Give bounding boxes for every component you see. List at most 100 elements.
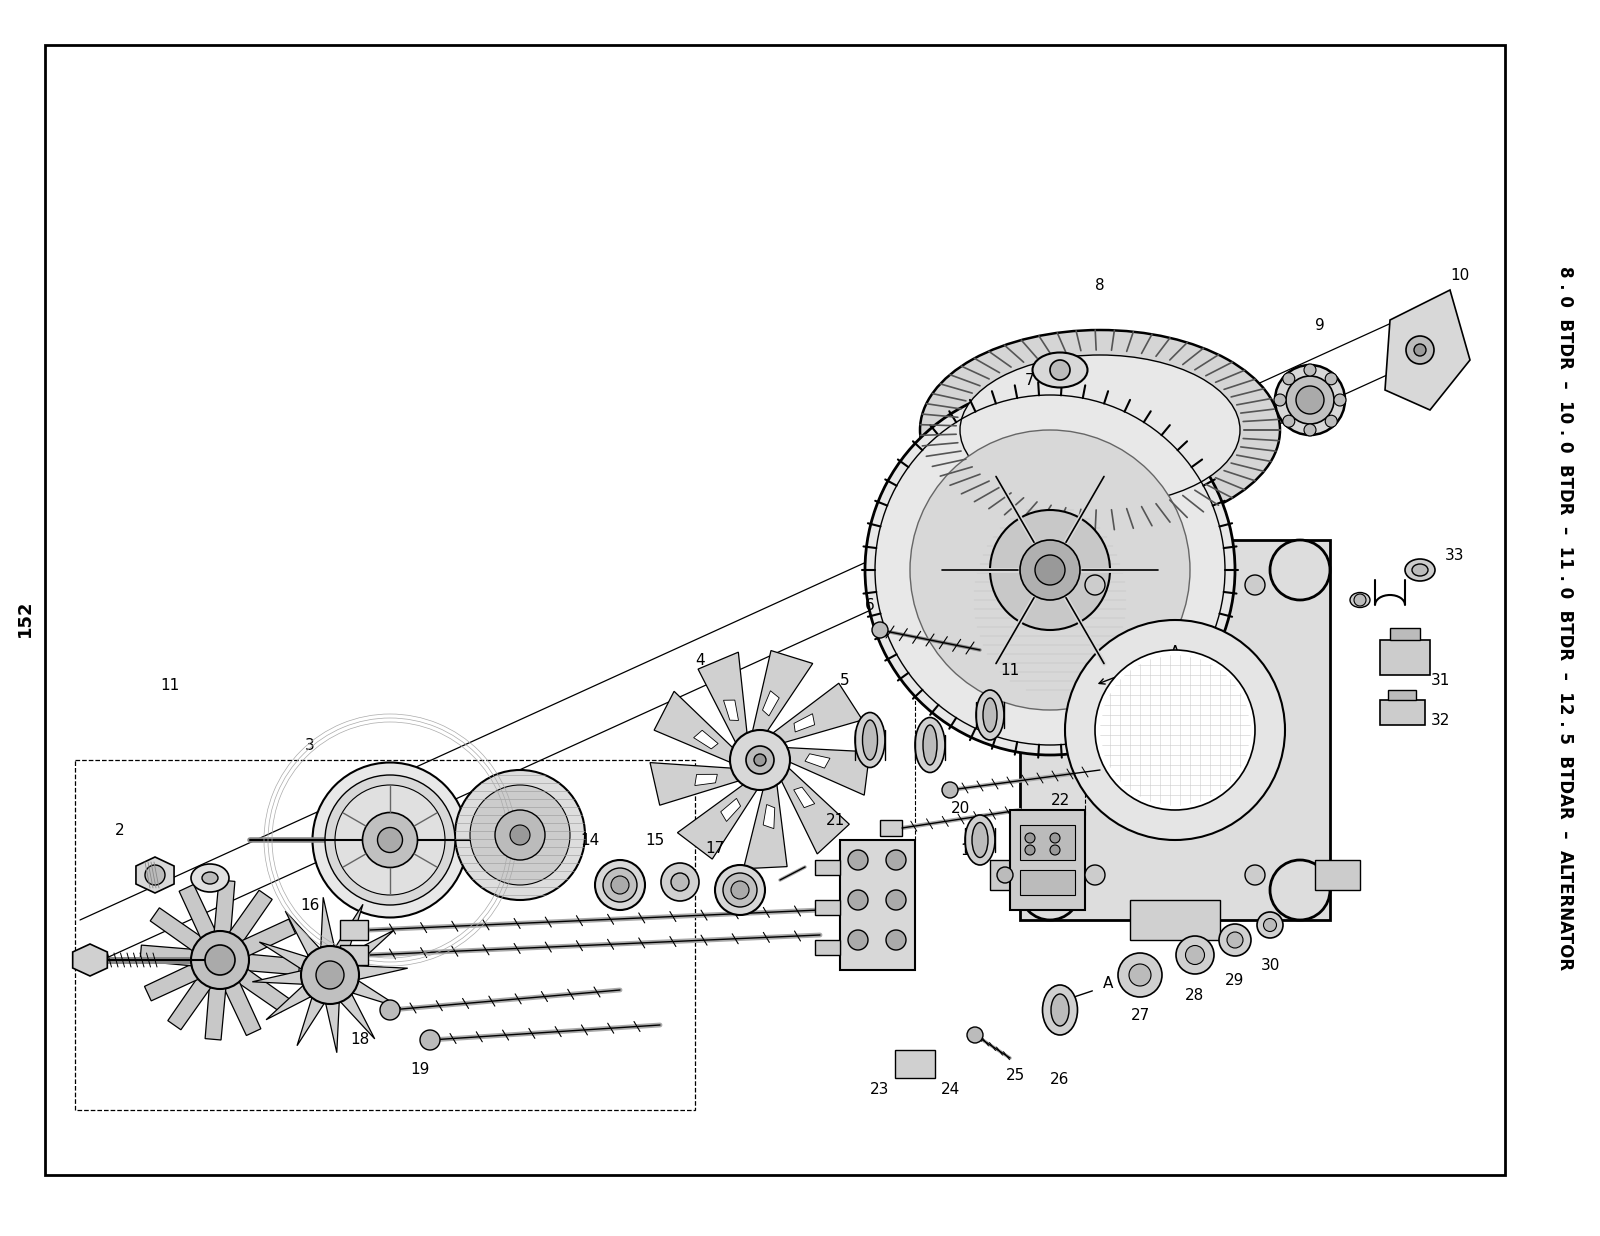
Polygon shape: [677, 785, 757, 859]
Ellipse shape: [1118, 953, 1162, 997]
Polygon shape: [285, 911, 320, 957]
Ellipse shape: [595, 860, 645, 910]
Ellipse shape: [190, 931, 250, 989]
Polygon shape: [298, 996, 325, 1046]
Circle shape: [1270, 540, 1330, 599]
Ellipse shape: [454, 770, 586, 900]
Circle shape: [1021, 860, 1080, 920]
Ellipse shape: [990, 510, 1110, 630]
Bar: [814, 941, 840, 955]
Text: 33: 33: [1445, 548, 1464, 562]
Circle shape: [886, 890, 906, 910]
Circle shape: [1283, 373, 1294, 384]
Text: 28: 28: [1186, 988, 1205, 1002]
Ellipse shape: [910, 430, 1190, 709]
Ellipse shape: [1186, 946, 1205, 964]
Circle shape: [1026, 833, 1035, 843]
Ellipse shape: [611, 876, 629, 894]
Bar: [75, 760, 694, 1110]
Ellipse shape: [723, 873, 757, 907]
Polygon shape: [694, 774, 717, 786]
Bar: [894, 1051, 934, 1078]
Text: A: A: [1102, 975, 1114, 990]
Polygon shape: [694, 730, 718, 749]
Circle shape: [1414, 344, 1426, 356]
Polygon shape: [349, 931, 394, 965]
Text: 11: 11: [160, 677, 179, 692]
Polygon shape: [72, 944, 107, 976]
Circle shape: [848, 929, 869, 950]
Ellipse shape: [205, 946, 235, 975]
Ellipse shape: [1286, 376, 1334, 424]
Text: 3: 3: [306, 738, 315, 753]
Text: A: A: [1170, 644, 1181, 660]
Ellipse shape: [670, 873, 690, 891]
Ellipse shape: [334, 785, 445, 895]
Bar: [1021, 870, 1075, 895]
Bar: [814, 860, 840, 875]
Text: 14: 14: [581, 833, 600, 848]
Bar: [1021, 540, 1330, 920]
Bar: [1315, 860, 1360, 890]
Text: 27: 27: [1130, 1007, 1150, 1022]
Ellipse shape: [862, 721, 877, 760]
Ellipse shape: [301, 946, 358, 1004]
Ellipse shape: [1021, 540, 1080, 599]
Text: 15: 15: [645, 833, 664, 848]
Polygon shape: [720, 798, 741, 822]
Ellipse shape: [1032, 352, 1088, 388]
Ellipse shape: [1043, 985, 1077, 1035]
Polygon shape: [763, 805, 774, 828]
Circle shape: [381, 1000, 400, 1020]
Ellipse shape: [202, 873, 218, 884]
Ellipse shape: [976, 690, 1005, 740]
Circle shape: [421, 1030, 440, 1051]
Polygon shape: [763, 691, 779, 716]
Polygon shape: [259, 942, 309, 970]
Ellipse shape: [866, 384, 1235, 755]
Ellipse shape: [494, 810, 546, 860]
Bar: [990, 860, 1035, 890]
Text: 6: 6: [866, 597, 875, 613]
Ellipse shape: [363, 812, 418, 868]
Polygon shape: [650, 763, 739, 805]
Ellipse shape: [1296, 386, 1325, 414]
Text: 30: 30: [1261, 958, 1280, 973]
Polygon shape: [179, 885, 216, 939]
Text: 12: 12: [1030, 822, 1050, 838]
Ellipse shape: [1258, 912, 1283, 938]
Circle shape: [1245, 865, 1266, 885]
Ellipse shape: [1066, 620, 1285, 840]
Ellipse shape: [1405, 559, 1435, 581]
Bar: [1021, 824, 1075, 860]
Text: 10: 10: [1450, 267, 1470, 283]
Circle shape: [1085, 575, 1106, 595]
Polygon shape: [240, 920, 296, 957]
Bar: [880, 819, 902, 836]
Circle shape: [1050, 845, 1059, 855]
Text: 152: 152: [16, 599, 34, 637]
Polygon shape: [794, 787, 814, 807]
Text: 31: 31: [1430, 672, 1450, 687]
Ellipse shape: [854, 712, 885, 768]
Text: 7: 7: [1026, 372, 1035, 388]
Polygon shape: [229, 890, 272, 943]
Circle shape: [1274, 394, 1286, 405]
Ellipse shape: [923, 726, 938, 765]
Ellipse shape: [1275, 365, 1346, 435]
Circle shape: [1354, 595, 1366, 606]
Ellipse shape: [1094, 650, 1254, 810]
Ellipse shape: [715, 865, 765, 915]
Bar: [341, 920, 368, 941]
Polygon shape: [150, 907, 203, 952]
Text: 24: 24: [941, 1083, 960, 1098]
Bar: [1010, 810, 1085, 910]
Ellipse shape: [982, 698, 997, 732]
Circle shape: [1283, 415, 1294, 428]
Ellipse shape: [312, 763, 467, 917]
Circle shape: [997, 866, 1013, 883]
Text: 8: 8: [1094, 278, 1106, 293]
Circle shape: [1304, 363, 1315, 376]
Circle shape: [1050, 833, 1059, 843]
Ellipse shape: [378, 827, 403, 853]
